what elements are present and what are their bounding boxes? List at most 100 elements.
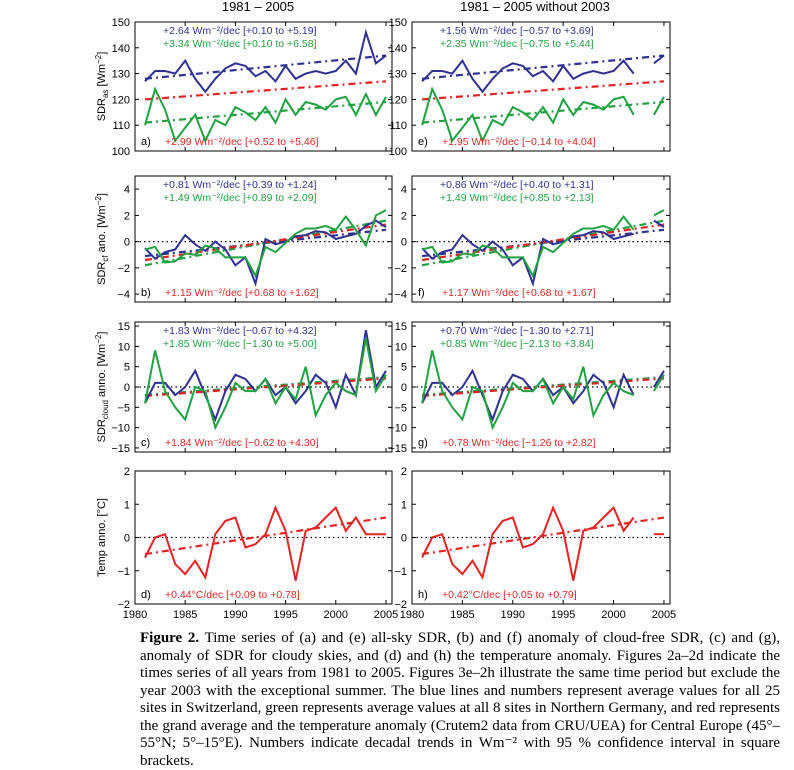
panel-letter: e) — [418, 136, 428, 148]
y-tick-label: 4 — [401, 184, 407, 196]
trend-label-blue: +2.64 Wm⁻²/dec [+0.10 to +5.19] — [163, 25, 317, 37]
y-axis-title: SDRcloud anno. [Wm−2] — [94, 332, 110, 443]
series-line-green — [144, 338, 387, 431]
y-tick-label: 10 — [118, 341, 130, 353]
y-tick-label: −2 — [394, 599, 407, 611]
column-title-right: 1981 – 2005 without 2003 — [460, 0, 610, 14]
trend-label-red: +2.99 Wm⁻²/dec [+0.52 to +5.46] — [165, 136, 319, 148]
y-tick-label: −5 — [117, 402, 130, 414]
panel-frame — [134, 21, 393, 152]
y-tick-label: −1 — [394, 566, 407, 578]
panel-letter: g) — [418, 437, 428, 449]
series-line-green — [653, 96, 665, 116]
trend-label-green: +2.35 Wm⁻²/dec [−0.75 to +5.44] — [440, 38, 594, 50]
series-line-green — [421, 86, 635, 144]
trend-label-green: +0.85 Wm⁻²/dec [−2.13 to +3.84] — [440, 338, 594, 350]
y-tick-label: −15 — [388, 443, 407, 455]
trend-label-blue: +0.81 Wm⁻²/dec [+0.39 to +1.24] — [163, 179, 317, 191]
panel-e: 100 110 120 130 140 150 +1.56 Wm⁻²/dec [−0.57 … — [389, 17, 671, 158]
series-line-blue — [144, 219, 387, 288]
y-tick-label: −2 — [117, 599, 130, 611]
y-tick-label: −10 — [388, 423, 407, 435]
y-tick-label: 0 — [124, 382, 130, 394]
panel-letter: a) — [141, 136, 151, 148]
y-tick-label: −1 — [117, 566, 130, 578]
trend-line-blue — [421, 54, 665, 80]
y-tick-label: 2 — [401, 466, 407, 478]
series-line-blue — [421, 230, 634, 288]
y-tick-label: 1 — [401, 499, 407, 511]
y-tick-label: 5 — [124, 362, 130, 374]
trend-line-red — [421, 80, 665, 101]
panel-g: 15 10 5 0 −5 −10 −15 +0.70 Wm⁻²/dec [−1.30 to +… — [388, 321, 671, 455]
caption-label: Figure 2. — [140, 630, 200, 646]
y-tick-label: −2 — [394, 263, 407, 275]
y-tick-label: 1 — [124, 499, 130, 511]
y-axis-title: Temp anno. [°C] — [96, 498, 108, 577]
y-tick-label: 130 — [112, 69, 130, 81]
trend-label-red: +0.42°C/dec [+0.05 to +0.79] — [442, 589, 577, 601]
trend-line-red — [144, 516, 387, 556]
trend-line-red — [421, 377, 665, 398]
y-tick-label: 15 — [395, 321, 407, 333]
panel-f: 420−2−4+0.86 Wm⁻²/dec [+0.40 to +1.31]+1… — [394, 175, 671, 303]
trend-label-red: +1.95 Wm⁻²/dec [−0.14 to +4.04] — [442, 136, 596, 148]
trend-label-blue: +0.70 Wm⁻²/dec [−1.30 to +2.71] — [440, 325, 594, 337]
y-tick-label: 2 — [401, 210, 407, 222]
panel-letter: b) — [141, 287, 151, 299]
y-tick-label: 100 — [112, 146, 130, 158]
y-tick-label: 0 — [401, 237, 407, 249]
series-line-green — [421, 215, 635, 279]
y-tick-label: 4 — [124, 184, 130, 196]
x-tick-label: 1985 — [450, 609, 474, 621]
x-tick-label: 2005 — [374, 609, 398, 621]
y-tick-label: 140 — [112, 43, 130, 55]
trend-label-green: +3.34 Wm⁻²/dec [+0.10 to +6.58] — [163, 38, 317, 50]
y-tick-label: 2 — [124, 210, 130, 222]
trend-line-red — [144, 377, 387, 398]
trend-label-green: +1.49 Wm⁻²/dec [+0.85 to +2.13] — [440, 192, 594, 204]
trend-label-green: +1.85 Wm⁻²/dec [−1.30 to +5.00] — [163, 338, 317, 350]
panel-letter: c) — [141, 437, 150, 449]
y-tick-label: 150 — [112, 17, 130, 29]
y-tick-label: −4 — [394, 289, 407, 301]
y-tick-label: −10 — [111, 423, 130, 435]
x-tick-label: 1990 — [223, 609, 247, 621]
column-title-left: 1981 – 2005 — [222, 0, 294, 14]
y-tick-label: 15 — [118, 321, 130, 333]
trend-label-red: +1.84 Wm⁻²/dec [−0.62 to +4.30] — [165, 437, 319, 449]
panel-letter: h) — [418, 589, 428, 601]
series-line-green — [144, 86, 387, 144]
series-line-red — [421, 504, 635, 581]
x-tick-label: 1995 — [273, 609, 297, 621]
y-tick-label: 120 — [389, 94, 407, 106]
trend-line-red — [144, 80, 387, 101]
x-tick-label: 1980 — [400, 609, 424, 621]
series-line-green — [653, 209, 665, 217]
series-line-green — [421, 350, 635, 431]
trend-line-red — [421, 516, 665, 556]
panel-c: 15 10 5 0 −5 −10 −15 +1.83 Wm⁻²/dec [−0.67 to +… — [94, 321, 393, 455]
y-tick-label: −5 — [394, 402, 407, 414]
y-axis-title: SDRcf ano. [Wm−2] — [94, 193, 110, 285]
panel-a: 100 110 120 130 140 150 +2.64 Wm⁻²/dec [+0.10 … — [94, 17, 393, 158]
y-tick-label: 10 — [395, 341, 407, 353]
panel-frame — [411, 175, 671, 303]
x-tick-label: 1990 — [501, 609, 525, 621]
panel-frame — [411, 21, 671, 152]
x-tick-label: 2005 — [652, 609, 676, 621]
caption-text: Time series of (a) and (e) all-sky SDR, … — [140, 630, 781, 769]
y-tick-label: 110 — [389, 120, 407, 132]
trend-line-blue — [144, 54, 387, 80]
y-tick-label: 100 — [389, 146, 407, 158]
y-tick-label: −4 — [117, 289, 130, 301]
trend-label-red: +1.17 Wm⁻²/dec [+0.68 to +1.67] — [442, 287, 596, 299]
series-line-blue — [421, 368, 635, 423]
x-tick-label: 2000 — [601, 609, 625, 621]
series-line-red — [144, 504, 386, 581]
trend-label-green: +1.49 Wm⁻²/dec [+0.89 to +2.09] — [163, 192, 317, 204]
y-tick-label: 130 — [389, 69, 407, 81]
series-line-blue — [421, 58, 635, 94]
